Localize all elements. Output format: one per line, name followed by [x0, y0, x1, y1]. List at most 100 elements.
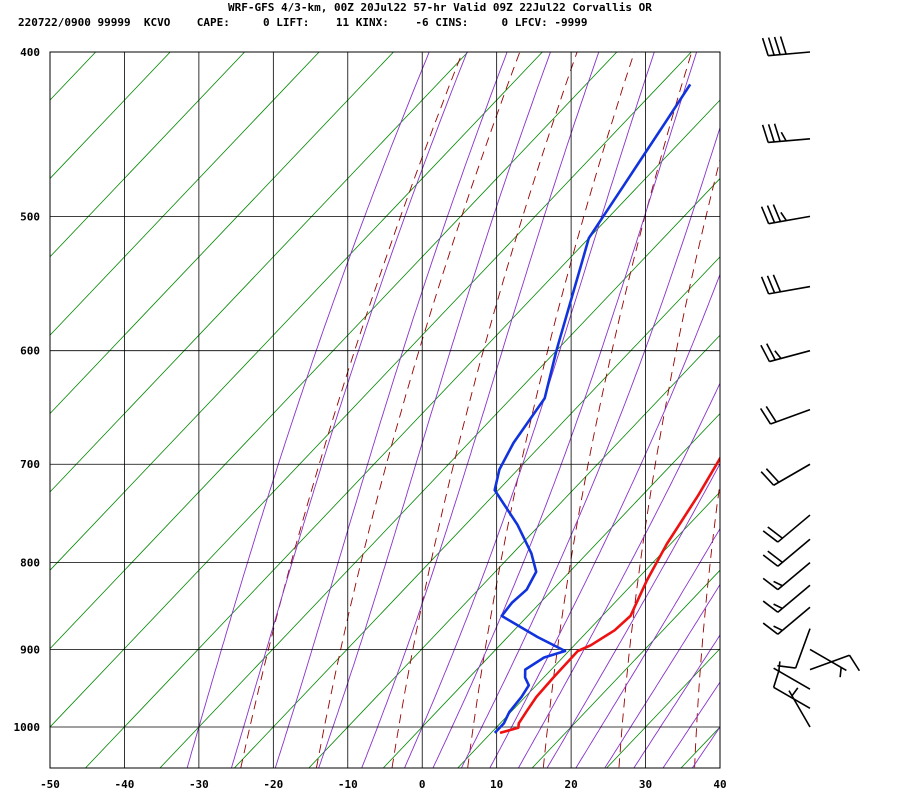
- wind-barb: [760, 274, 811, 295]
- moist-adiabat-line: [633, 634, 720, 768]
- wind-barb-staff: [777, 538, 811, 567]
- x-tick-labels: -50 -40 -30 -20 -10 0 10 20 30 40: [40, 778, 727, 791]
- x-tick-label: 20: [564, 778, 577, 791]
- wind-barb: [760, 463, 811, 486]
- wind-barb-staff: [773, 463, 811, 486]
- sounding-indices: 220722/0900 99999 KCVO CAPE: 0 LIFT: 11 …: [18, 16, 588, 29]
- moist-adiabat-line: [575, 527, 720, 768]
- dry-adiabat-line: [618, 157, 720, 768]
- dry-adiabat-line: [694, 479, 720, 768]
- moist-adiabat-line: [361, 52, 600, 768]
- wind-barb-staff: [809, 654, 850, 671]
- isotherm-line: [84, 99, 720, 768]
- wind-barb-staff: [794, 628, 811, 669]
- isotherm-line: [457, 491, 720, 768]
- wind-barb-feather: [759, 408, 772, 425]
- y-tick-label: 700: [20, 458, 40, 471]
- x-tick-label: -40: [115, 778, 135, 791]
- wind-barb-feather: [774, 350, 782, 359]
- wind-barb-feather: [761, 124, 769, 143]
- wind-barb-feather: [767, 526, 783, 539]
- dry-adiabat-line: [391, 52, 578, 768]
- chart-grid: [50, 52, 720, 768]
- x-tick-label: 10: [490, 778, 503, 791]
- dry-adiabat-line: [845, 0, 900, 797]
- x-tick-label: 40: [713, 778, 726, 791]
- wind-barb-feather: [773, 580, 783, 587]
- y-tick-label: 400: [20, 46, 40, 59]
- wind-barb: [762, 514, 811, 543]
- wind-barb-feather: [765, 468, 780, 483]
- wind-barb-staff: [788, 690, 811, 728]
- wind-barb: [772, 669, 811, 710]
- temperature-profile: [499, 455, 720, 735]
- wind-barb-feather: [779, 36, 787, 55]
- isotherm-line: [50, 52, 395, 415]
- wind-barbs: [759, 36, 861, 728]
- wind-barb-feather: [773, 625, 783, 632]
- dry-adiabat-line: [315, 52, 521, 768]
- moist-adiabat-line: [662, 681, 720, 768]
- wind-barb-feather: [772, 204, 782, 222]
- wind-barb: [762, 584, 811, 613]
- wind-barb-feather: [760, 206, 770, 224]
- wind-barb-feather: [760, 344, 771, 362]
- wind-barb: [788, 687, 811, 728]
- moist-adiabat-line: [489, 273, 720, 768]
- wind-barb-feather: [765, 343, 776, 361]
- dewpoint-profile: [493, 83, 692, 734]
- isotherm-line: [382, 412, 720, 768]
- moist-adiabat-line: [604, 583, 720, 768]
- dry-adiabat-line: [467, 52, 635, 768]
- wind-barb-staff: [768, 285, 811, 295]
- wind-barb-feather: [762, 554, 779, 567]
- isotherm-line: [50, 52, 618, 650]
- isotherm-line: [50, 52, 171, 180]
- plot-frame: [49, 51, 721, 769]
- y-tick-label: 800: [20, 557, 40, 570]
- wind-barb-staff: [773, 667, 811, 690]
- wind-barb-feather: [773, 603, 783, 610]
- moist-adiabat-line: [403, 52, 655, 768]
- y-tick-label: 1000: [14, 721, 41, 734]
- wind-barb: [809, 648, 847, 678]
- wind-barb: [762, 538, 811, 567]
- wind-barb-feather: [773, 36, 781, 55]
- wind-barb-feather: [766, 205, 776, 223]
- wind-barb: [760, 204, 811, 225]
- wind-barb-feather: [777, 664, 796, 669]
- wind-barb-staff: [768, 137, 811, 144]
- wind-barb-staff: [769, 349, 811, 363]
- wind-barb: [761, 123, 811, 144]
- isotherm-line: [50, 52, 469, 493]
- wind-barb-feather: [848, 654, 861, 672]
- x-tick-label: 0: [419, 778, 426, 791]
- y-tick-label: 900: [20, 643, 40, 656]
- wind-barb-feather: [766, 275, 776, 294]
- dry-adiabat-line: [240, 52, 463, 768]
- wind-barb: [809, 654, 861, 672]
- wind-barb-staff: [777, 562, 811, 591]
- wind-barb-feather: [772, 669, 780, 688]
- isotherm-line: [159, 177, 720, 768]
- wind-barb-feather: [773, 123, 781, 142]
- wind-barb-feather: [762, 622, 779, 635]
- wind-barb-feather: [772, 274, 782, 293]
- x-tick-label: -20: [263, 778, 283, 791]
- sounding-series: [493, 83, 720, 735]
- isotherm-line: [50, 52, 97, 101]
- wind-barb: [761, 36, 811, 57]
- wind-barb-feather: [839, 667, 842, 678]
- x-tick-label: -50: [40, 778, 60, 791]
- chart-title: WRF-GFS 4/3-km, 00Z 20Jul22 57-hr Valid …: [228, 1, 652, 14]
- moist-adiabat-line: [691, 726, 720, 768]
- x-tick-label: -30: [189, 778, 209, 791]
- wind-barb: [762, 606, 811, 635]
- wind-barb-staff: [777, 584, 811, 613]
- wind-barb-feather: [780, 211, 788, 221]
- wind-barb-feather: [760, 471, 775, 486]
- isotherm-line: [531, 569, 720, 768]
- wind-barb-feather: [762, 577, 779, 591]
